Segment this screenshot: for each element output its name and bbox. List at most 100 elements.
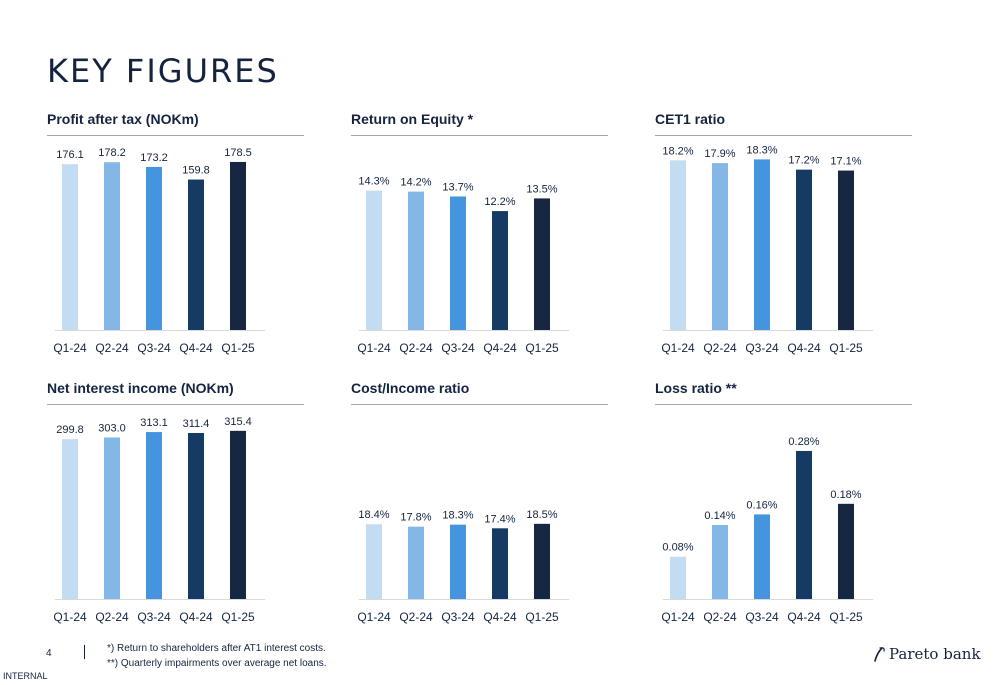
data-label: 0.14%: [704, 510, 735, 522]
x-tick-label: Q3-24: [137, 610, 171, 624]
profit-after-tax-chart: 176.1 Q1-24 178.2 Q2-24 173.2 Q3-24 159.8 Q4-24…: [53, 147, 265, 355]
chart-title: Loss ratio **: [655, 380, 737, 396]
chart-title: CET1 ratio: [655, 111, 726, 127]
data-label: 311.4: [183, 418, 210, 430]
x-tick-label: Q1-24: [53, 610, 87, 624]
x-tick-label: Q2-24: [703, 341, 737, 355]
bar: [230, 430, 246, 599]
cet1-ratio-chart: 18.2% Q1-24 17.9% Q2-24 18.3% Q3-24 17.2% Q4-24…: [661, 144, 873, 355]
x-tick-label: Q1-25: [525, 610, 559, 624]
net-interest-income-chart: 299.8 Q1-24 303.0 Q2-24 313.1 Q3-24 311.4 Q4-24…: [53, 416, 265, 624]
data-label: 18.3%: [746, 144, 777, 156]
classification-label: INTERNAL: [3, 671, 48, 681]
bar: [104, 437, 120, 599]
x-tick-label: Q4-24: [787, 610, 821, 624]
x-tick-label: Q3-24: [441, 341, 475, 355]
bar: [188, 432, 204, 599]
title-rule: [351, 135, 608, 136]
pareto-bank-logo: Pareto bank: [872, 645, 981, 663]
data-label: 17.4%: [484, 513, 515, 525]
bar: [146, 166, 162, 330]
x-tick-label: Q4-24: [483, 610, 517, 624]
x-tick-label: Q3-24: [745, 610, 779, 624]
data-label: 13.7%: [442, 181, 473, 193]
logo-text: Pareto bank: [889, 645, 981, 663]
x-tick-label: Q2-24: [399, 610, 433, 624]
bar: [188, 179, 204, 330]
net-interest-income-panel: Net interest income (NOKm) 299.8 Q1-24 303…: [47, 380, 304, 640]
chart-title: Cost/Income ratio: [351, 380, 470, 396]
data-label: 18.2%: [662, 145, 693, 157]
x-tick-label: Q1-24: [53, 341, 87, 355]
data-label: 313.1: [140, 417, 168, 429]
x-tick-label: Q3-24: [441, 610, 475, 624]
data-label: 176.1: [56, 149, 84, 161]
x-tick-label: Q1-24: [357, 610, 391, 624]
chart-title: Return on Equity *: [351, 111, 474, 127]
bar: [62, 164, 78, 330]
page-number: 4: [46, 648, 52, 659]
data-label: 17.2%: [788, 155, 819, 167]
x-tick-label: Q4-24: [787, 341, 821, 355]
footnote: **) Quarterly impairments over average n…: [107, 658, 327, 669]
data-label: 12.2%: [484, 196, 515, 208]
data-label: 299.8: [56, 424, 84, 436]
x-tick-label: Q1-25: [829, 341, 863, 355]
x-tick-label: Q2-24: [399, 341, 433, 355]
data-label: 14.2%: [400, 177, 431, 189]
x-tick-label: Q1-24: [661, 610, 695, 624]
bar: [408, 191, 424, 330]
bar: [670, 556, 686, 599]
cost-income-ratio-chart: 18.4% Q1-24 17.8% Q2-24 18.3% Q3-24 17.4% Q4-24…: [357, 509, 569, 624]
x-tick-label: Q4-24: [483, 341, 517, 355]
data-label: 18.4%: [358, 509, 389, 521]
bar: [104, 162, 120, 330]
footnote: *) Return to shareholders after AT1 inte…: [107, 643, 326, 654]
bar: [796, 169, 812, 330]
bar: [534, 198, 550, 330]
data-label: 303.0: [98, 422, 126, 434]
bar: [146, 432, 162, 599]
data-label: 17.1%: [830, 156, 861, 168]
bar: [62, 439, 78, 599]
bar: [492, 211, 508, 330]
data-label: 173.2: [140, 152, 168, 164]
bar: [450, 196, 466, 330]
data-label: 18.3%: [442, 510, 473, 522]
footnotes: *) Return to shareholders after AT1 inte…: [107, 641, 327, 671]
x-tick-label: Q2-24: [703, 610, 737, 624]
title-rule: [655, 404, 912, 405]
data-label: 178.5: [224, 147, 252, 159]
data-label: 0.28%: [788, 436, 819, 448]
return-on-equity-panel: Return on Equity * 14.3% Q1-24 14.2% Q2-24 1…: [351, 111, 608, 371]
data-label: 0.08%: [662, 542, 693, 554]
pareto-logo-icon: [874, 647, 885, 662]
data-label: 0.18%: [830, 489, 861, 501]
data-label: 13.5%: [526, 183, 557, 195]
title-rule: [655, 135, 912, 136]
bar: [796, 450, 812, 599]
cet1-ratio-panel: CET1 ratio 18.2% Q1-24 17.9% Q2-24 18.3% Q3-2…: [655, 111, 912, 371]
chart-title: Profit after tax (NOKm): [47, 111, 199, 127]
data-label: 178.2: [98, 147, 126, 159]
bar: [366, 190, 382, 330]
loss-ratio-panel: Loss ratio ** 0.08% Q1-24 0.14% Q2-24 0.16% Q…: [655, 380, 912, 640]
data-label: 14.3%: [358, 176, 389, 188]
title-rule: [351, 404, 608, 405]
data-label: 18.5%: [526, 509, 557, 521]
x-tick-label: Q1-25: [221, 610, 255, 624]
x-tick-label: Q3-24: [745, 341, 779, 355]
return-on-equity-chart: 14.3% Q1-24 14.2% Q2-24 13.7% Q3-24 12.2% Q4-24…: [357, 176, 569, 355]
bar: [366, 524, 382, 599]
bar: [712, 163, 728, 330]
data-label: 17.9%: [704, 148, 735, 160]
x-tick-label: Q2-24: [95, 610, 129, 624]
bar: [534, 523, 550, 599]
bar: [230, 161, 246, 330]
x-tick-label: Q1-25: [221, 341, 255, 355]
loss-ratio-chart: 0.08% Q1-24 0.14% Q2-24 0.16% Q3-24 0.28% Q4-24…: [661, 436, 873, 624]
x-tick-label: Q1-25: [829, 610, 863, 624]
x-tick-label: Q4-24: [179, 610, 213, 624]
chart-title: Net interest income (NOKm): [47, 380, 234, 396]
title-rule: [47, 404, 304, 405]
